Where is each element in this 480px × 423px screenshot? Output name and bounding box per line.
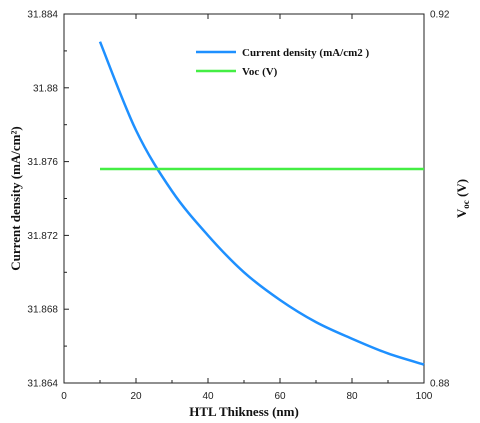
legend: Current density (mA/cm2 ) Voc (V) (196, 47, 370, 78)
y-left-tick-label: 31.872 (27, 231, 58, 242)
x-tick-label: 80 (346, 391, 358, 402)
x-tick-label: 60 (274, 391, 286, 402)
y-left-tick-label: 31.884 (27, 10, 58, 21)
x-tick-label: 100 (416, 391, 433, 402)
x-tick-label: 20 (130, 391, 142, 402)
y-left-tick-label: 31.864 (27, 379, 58, 390)
y-left-tick-label: 31.868 (27, 305, 58, 316)
y-left-axis-title: Current density (mA/cm²) (8, 126, 23, 270)
current-density-line (98, 41, 425, 366)
y-right-tick-label: 0.92 (430, 10, 450, 21)
x-tick-label: 0 (61, 391, 67, 402)
y-left-tick-label: 31.876 (27, 157, 58, 168)
y-left-tick-label: 31.88 (33, 83, 58, 94)
y-right-axis-title: Voc (V) (454, 179, 471, 218)
legend-label: Current density (mA/cm2 ) (242, 47, 370, 59)
x-axis-title: HTL Thikness (nm) (189, 404, 299, 419)
x-tick-label: 40 (202, 391, 214, 402)
y-right-tick-label: 0.88 (430, 379, 450, 390)
legend-label: Voc (V) (242, 66, 278, 78)
